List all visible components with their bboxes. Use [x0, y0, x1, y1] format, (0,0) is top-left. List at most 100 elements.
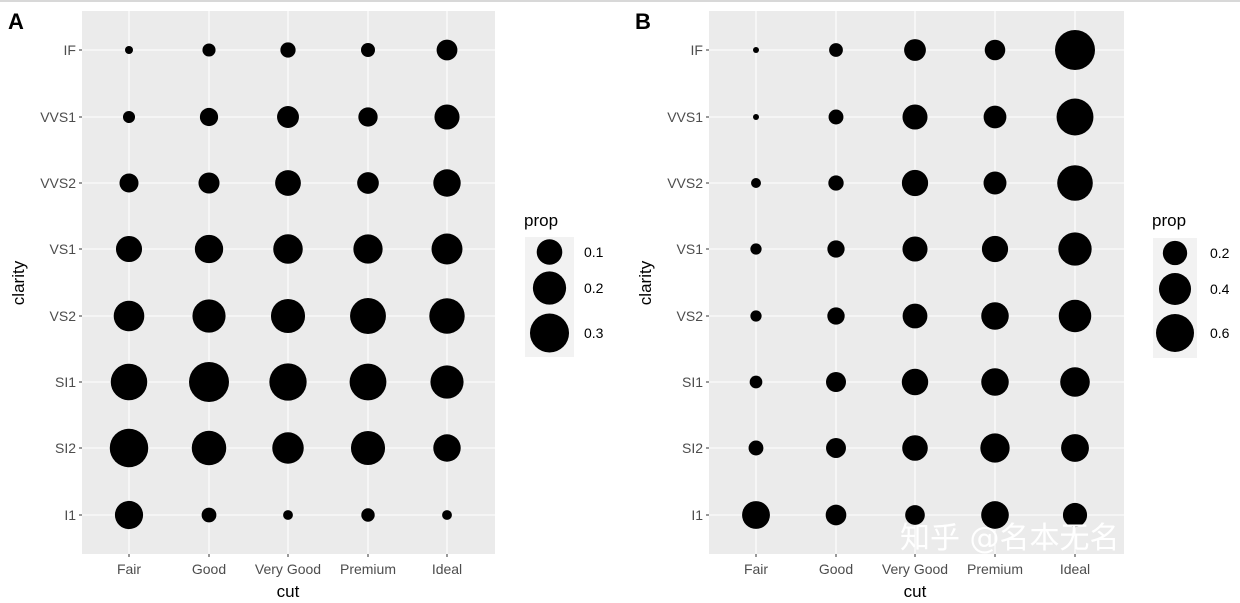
legend-label: 0.1 [584, 244, 604, 260]
data-point [748, 440, 764, 456]
legend-title-b: prop [1152, 211, 1186, 230]
data-point [273, 234, 303, 264]
data-point [191, 430, 227, 466]
data-point [1056, 98, 1094, 136]
data-point [901, 169, 929, 197]
data-point [277, 106, 299, 128]
data-point [350, 298, 386, 334]
y-tick-label: SI1 [55, 374, 76, 390]
data-point [827, 240, 845, 258]
y-tick-label: SI1 [682, 374, 703, 390]
data-point [825, 504, 847, 526]
panel-a: Fair Good Very Good Premium Ideal I1 SI2 SI1 VS2… [8, 9, 604, 601]
data-point [194, 234, 224, 264]
legend-label: 0.3 [584, 325, 604, 341]
data-point [905, 505, 925, 525]
data-point [361, 43, 375, 57]
y-tick-label: VVS2 [667, 175, 703, 191]
data-point [198, 172, 220, 194]
x-tick-label: Ideal [432, 561, 462, 577]
data-point [1058, 299, 1092, 333]
legend-label: 0.6 [1210, 325, 1230, 341]
legend-key-circle [532, 271, 567, 305]
y-tick-label: I1 [64, 507, 76, 523]
x-axis-title-a: cut [277, 582, 300, 601]
data-point [353, 234, 383, 264]
data-point [904, 39, 926, 61]
data-point [358, 107, 378, 127]
data-point [430, 365, 464, 399]
data-point [442, 510, 452, 520]
y-tick-label: VS1 [677, 241, 704, 257]
data-point [199, 107, 219, 127]
data-point [275, 170, 301, 196]
legend-key-circle [1156, 314, 1194, 352]
data-point [192, 299, 226, 333]
data-point [189, 362, 229, 402]
legend-key-circle [1158, 272, 1192, 306]
y-tick-label: I1 [691, 507, 703, 523]
panel-background [709, 11, 1124, 554]
data-point [272, 432, 304, 464]
data-point [1061, 434, 1089, 462]
data-point [349, 363, 387, 401]
x-tick-label: Fair [117, 561, 141, 577]
legend-title-a: prop [524, 211, 558, 230]
x-tick-label: Good [819, 561, 853, 577]
x-tick-label: Very Good [255, 561, 321, 577]
data-point [110, 363, 148, 401]
data-point [431, 233, 463, 265]
size-legend: 0.2 0.4 0.6 [1153, 238, 1230, 358]
data-point [350, 430, 386, 466]
data-point [981, 302, 1009, 330]
y-axis-title-a: clarity [9, 260, 28, 305]
data-point [114, 500, 144, 530]
data-point [981, 501, 1009, 529]
data-point [902, 104, 928, 130]
data-point [983, 105, 1007, 129]
data-point [434, 104, 460, 130]
plot-panel: Fair Good Very Good Premium Ideal I1 SI2 SI1 VS2… [40, 11, 495, 577]
data-point [749, 375, 763, 389]
data-point [827, 307, 845, 325]
data-point [902, 236, 928, 262]
data-point [433, 434, 461, 462]
data-point [119, 173, 139, 193]
data-point [828, 109, 844, 125]
legend-label: 0.2 [584, 280, 604, 296]
data-point [113, 300, 145, 332]
data-point [283, 510, 293, 520]
watermark: 知乎 @名本无名 [900, 521, 1120, 556]
data-point [742, 501, 770, 529]
data-point [122, 110, 136, 124]
data-point [980, 433, 1010, 463]
data-point [984, 39, 1006, 61]
size-legend: 0.1 0.2 0.3 [525, 237, 604, 357]
x-tick-label: Good [192, 561, 226, 577]
data-point [1058, 232, 1092, 266]
data-point [1057, 165, 1093, 201]
data-point [902, 435, 928, 461]
x-tick-label: Fair [744, 561, 768, 577]
data-point [201, 507, 217, 523]
y-tick-label: VVS1 [40, 109, 76, 125]
y-tick-label: VVS2 [40, 175, 76, 191]
plot-panel: Fair Good Very Good Premium Ideal I1 SI2 SI1 VS2… [667, 11, 1124, 577]
y-tick-label: IF [691, 42, 703, 58]
data-point [1062, 502, 1088, 528]
x-tick-label: Very Good [882, 561, 948, 577]
x-tick-label: Ideal [1060, 561, 1090, 577]
y-tick-label: VS2 [50, 308, 77, 324]
data-point [357, 172, 379, 194]
data-point [828, 175, 844, 191]
legend-key-circle [529, 313, 570, 353]
x-tick-label: Premium [340, 561, 396, 577]
data-point [280, 42, 296, 58]
y-tick-label: VS2 [677, 308, 704, 324]
y-axis-title-b: clarity [636, 260, 655, 305]
data-point [753, 114, 759, 120]
legend-label: 0.2 [1210, 245, 1230, 261]
y-tick-label: IF [64, 42, 76, 58]
data-point [902, 303, 928, 329]
